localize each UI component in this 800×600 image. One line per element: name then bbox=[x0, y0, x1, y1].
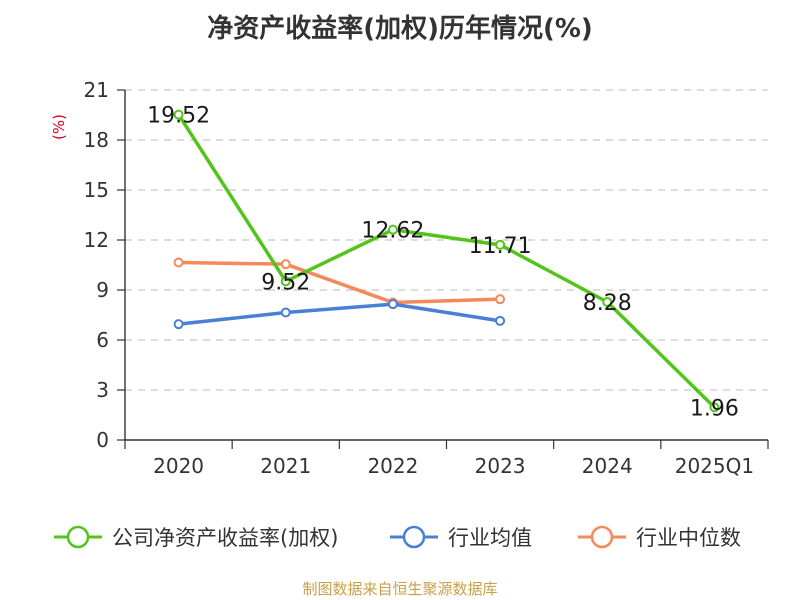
x-tick-label: 2021 bbox=[260, 454, 311, 478]
series-lines bbox=[173, 109, 720, 413]
y-tick-label: 18 bbox=[84, 128, 109, 152]
y-tick-label: 0 bbox=[96, 428, 109, 452]
axes: 0 3 6 9 12 15 18 21 2020 2021 2022 2023 2024 2025Q1 bbox=[84, 78, 769, 478]
data-labels: 19.52 9.52 12.62 11.71 8.28 1.96 bbox=[147, 104, 739, 422]
series-line bbox=[178, 260, 501, 305]
legend-marker bbox=[66, 525, 90, 549]
y-tick-label: 12 bbox=[84, 228, 109, 252]
data-label: 9.52 bbox=[261, 270, 310, 295]
y-tick-label: 3 bbox=[96, 378, 109, 402]
data-point bbox=[387, 299, 398, 310]
data-point bbox=[495, 239, 506, 250]
legend-label: 公司净资产收益率(加权) bbox=[112, 526, 339, 550]
data-point bbox=[280, 307, 291, 318]
x-tick-label: 2025Q1 bbox=[675, 454, 754, 478]
data-point bbox=[173, 319, 184, 330]
data-label: 19.52 bbox=[147, 104, 210, 129]
data-point bbox=[173, 257, 184, 268]
legend-marker bbox=[590, 525, 614, 549]
legend: 公司净资产收益率(加权) 行业均值 行业中位数 bbox=[0, 519, 800, 559]
y-tick-label: 9 bbox=[96, 278, 109, 302]
grid-lines bbox=[125, 89, 768, 391]
x-tick-label: 2023 bbox=[475, 454, 526, 478]
data-point bbox=[602, 297, 613, 307]
y-tick-label: 6 bbox=[96, 328, 109, 352]
series-line bbox=[177, 113, 716, 409]
y-axis-unit-label: (%) bbox=[50, 114, 68, 140]
data-point bbox=[280, 276, 291, 287]
data-point bbox=[495, 294, 506, 305]
legend-item: 行业均值 bbox=[388, 519, 532, 555]
y-tick-label: 15 bbox=[84, 178, 109, 202]
legend-item: 行业中位数 bbox=[576, 519, 741, 555]
legend-item: 公司净资产收益率(加权) bbox=[52, 519, 338, 555]
legend-marker bbox=[402, 525, 426, 549]
data-point bbox=[280, 259, 291, 270]
data-label: 1.96 bbox=[690, 396, 739, 421]
data-point bbox=[173, 109, 184, 120]
data-label: 11.71 bbox=[469, 234, 532, 259]
x-tick-label: 2022 bbox=[367, 454, 418, 478]
data-point bbox=[495, 315, 506, 326]
x-tick-label: 2020 bbox=[153, 454, 204, 478]
data-label: 12.62 bbox=[361, 219, 424, 244]
chart-title: 净资产收益率(加权)历年情况(%) bbox=[207, 14, 593, 44]
data-label: 8.28 bbox=[583, 291, 632, 316]
legend-swatch bbox=[390, 525, 438, 549]
source-note: 制图数据来自恒生聚源数据库 bbox=[302, 580, 498, 598]
legend-label: 行业中位数 bbox=[636, 526, 741, 550]
y-tick-label: 21 bbox=[84, 78, 109, 102]
series-line bbox=[178, 302, 501, 326]
legend-label: 行业均值 bbox=[448, 526, 532, 550]
legend-swatch bbox=[578, 525, 626, 549]
data-point bbox=[709, 402, 720, 413]
x-tick-label: 2024 bbox=[582, 454, 633, 478]
data-point bbox=[387, 224, 398, 235]
legend-swatch bbox=[54, 525, 102, 549]
